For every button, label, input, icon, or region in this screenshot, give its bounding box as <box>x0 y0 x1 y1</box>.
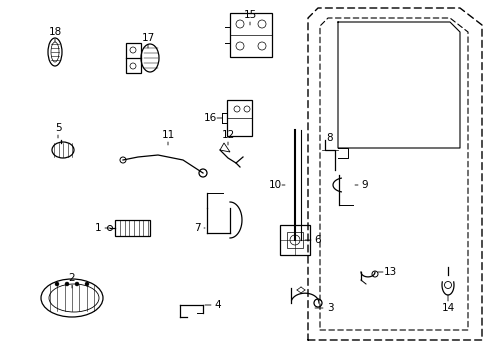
Bar <box>126 43 141 73</box>
Text: 18: 18 <box>48 27 61 37</box>
Text: 15: 15 <box>243 10 256 20</box>
Text: 3: 3 <box>326 303 333 313</box>
Bar <box>280 225 309 255</box>
Text: 4: 4 <box>214 300 221 310</box>
Circle shape <box>55 282 59 286</box>
Text: 5: 5 <box>55 123 61 133</box>
Text: 1: 1 <box>95 223 101 233</box>
Circle shape <box>65 282 69 286</box>
Bar <box>115 220 150 236</box>
Bar <box>226 100 251 136</box>
Text: 10: 10 <box>268 180 281 190</box>
Text: 17: 17 <box>141 33 154 43</box>
Text: 8: 8 <box>326 133 333 143</box>
Text: 11: 11 <box>161 130 174 140</box>
Bar <box>286 232 303 248</box>
Text: 6: 6 <box>314 235 321 245</box>
Bar <box>229 13 271 57</box>
Text: 12: 12 <box>221 130 234 140</box>
Text: 13: 13 <box>383 267 396 277</box>
Text: 7: 7 <box>193 223 200 233</box>
Text: 9: 9 <box>361 180 367 190</box>
Circle shape <box>75 282 79 286</box>
Text: 16: 16 <box>203 113 216 123</box>
Text: 14: 14 <box>441 303 454 313</box>
Circle shape <box>85 282 89 286</box>
Text: 2: 2 <box>68 273 75 283</box>
